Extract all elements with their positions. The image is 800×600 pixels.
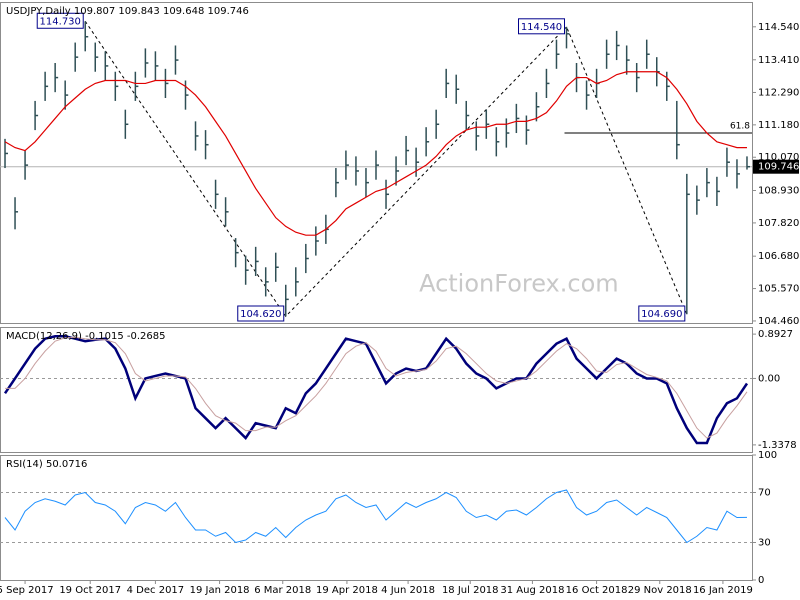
panel-frame: [0, 327, 753, 453]
y-tick-label: 111.180: [758, 120, 799, 131]
y-tick-label: 0.00: [758, 373, 780, 384]
last-price-box: [753, 159, 799, 174]
panel-title: USDJPY,Daily 109.807 109.843 109.648 109…: [6, 6, 249, 17]
annotation-box: [237, 305, 285, 322]
x-tick-label: 6 Mar 2018: [254, 585, 311, 596]
y-tick-label: 107.820: [758, 218, 799, 229]
y-tick-label: 0.8927: [758, 329, 793, 340]
annotation-box: [638, 305, 686, 322]
x-tick-label: 4 Dec 2017: [127, 585, 185, 596]
panel-title: MACD(12,26,9) -0.1015 -0.2685: [6, 331, 166, 342]
y-tick-label: 113.410: [758, 55, 799, 66]
annotation-box: [36, 12, 84, 29]
fib-label: 61.8: [730, 122, 750, 132]
y-tick-label: 114.540: [758, 22, 799, 33]
x-tick-label: 29 Nov 2018: [628, 585, 692, 596]
y-tick-label: 110.070: [758, 152, 799, 163]
y-tick-label: 30: [758, 538, 771, 549]
y-tick-label: -1.3378: [758, 440, 797, 451]
x-tick-label: 4 Jun 2018: [381, 585, 435, 596]
panel-frame: [0, 455, 753, 581]
y-tick-label: 104.460: [758, 316, 799, 327]
y-tick-label: 112.290: [758, 87, 799, 98]
y-tick-label: 100: [758, 450, 777, 461]
panel-title: RSI(14) 50.0716: [6, 459, 87, 470]
x-tick-label: 19 Oct 2017: [59, 585, 121, 596]
indicator-line: [4, 489, 747, 544]
x-tick-label: 16 Oct 2018: [566, 585, 628, 596]
y-tick-label: 70: [758, 488, 771, 499]
x-tick-label: 18 Jul 2018: [442, 585, 499, 596]
annotation-box: [518, 18, 566, 35]
trend-zigzag: [84, 20, 688, 318]
annotation-label: 104.620: [240, 309, 281, 320]
annotation-label: 104.690: [641, 309, 682, 320]
x-tick-label: 5 Sep 2017: [0, 585, 54, 596]
annotation-label: 114.540: [521, 22, 562, 33]
y-tick-label: 106.680: [758, 251, 799, 262]
watermark: ActionForex.com: [419, 269, 619, 297]
x-tick-label: 19 Jan 2018: [190, 585, 250, 596]
annotation-label: 114.730: [40, 16, 81, 27]
x-tick-label: 19 Apr 2018: [316, 585, 378, 596]
y-tick-label: 108.930: [758, 186, 799, 197]
y-tick-label: 0: [758, 575, 764, 586]
x-tick-label: 16 Jan 2019: [693, 585, 753, 596]
panel-frame: [0, 2, 753, 324]
x-tick-label: 31 Aug 2018: [500, 585, 564, 596]
indicator-line: [3, 334, 749, 445]
last-price-label: 109.746: [758, 162, 799, 173]
indicator-line: [5, 336, 748, 439]
moving-average: [4, 71, 747, 236]
y-tick-label: 105.570: [758, 284, 799, 295]
